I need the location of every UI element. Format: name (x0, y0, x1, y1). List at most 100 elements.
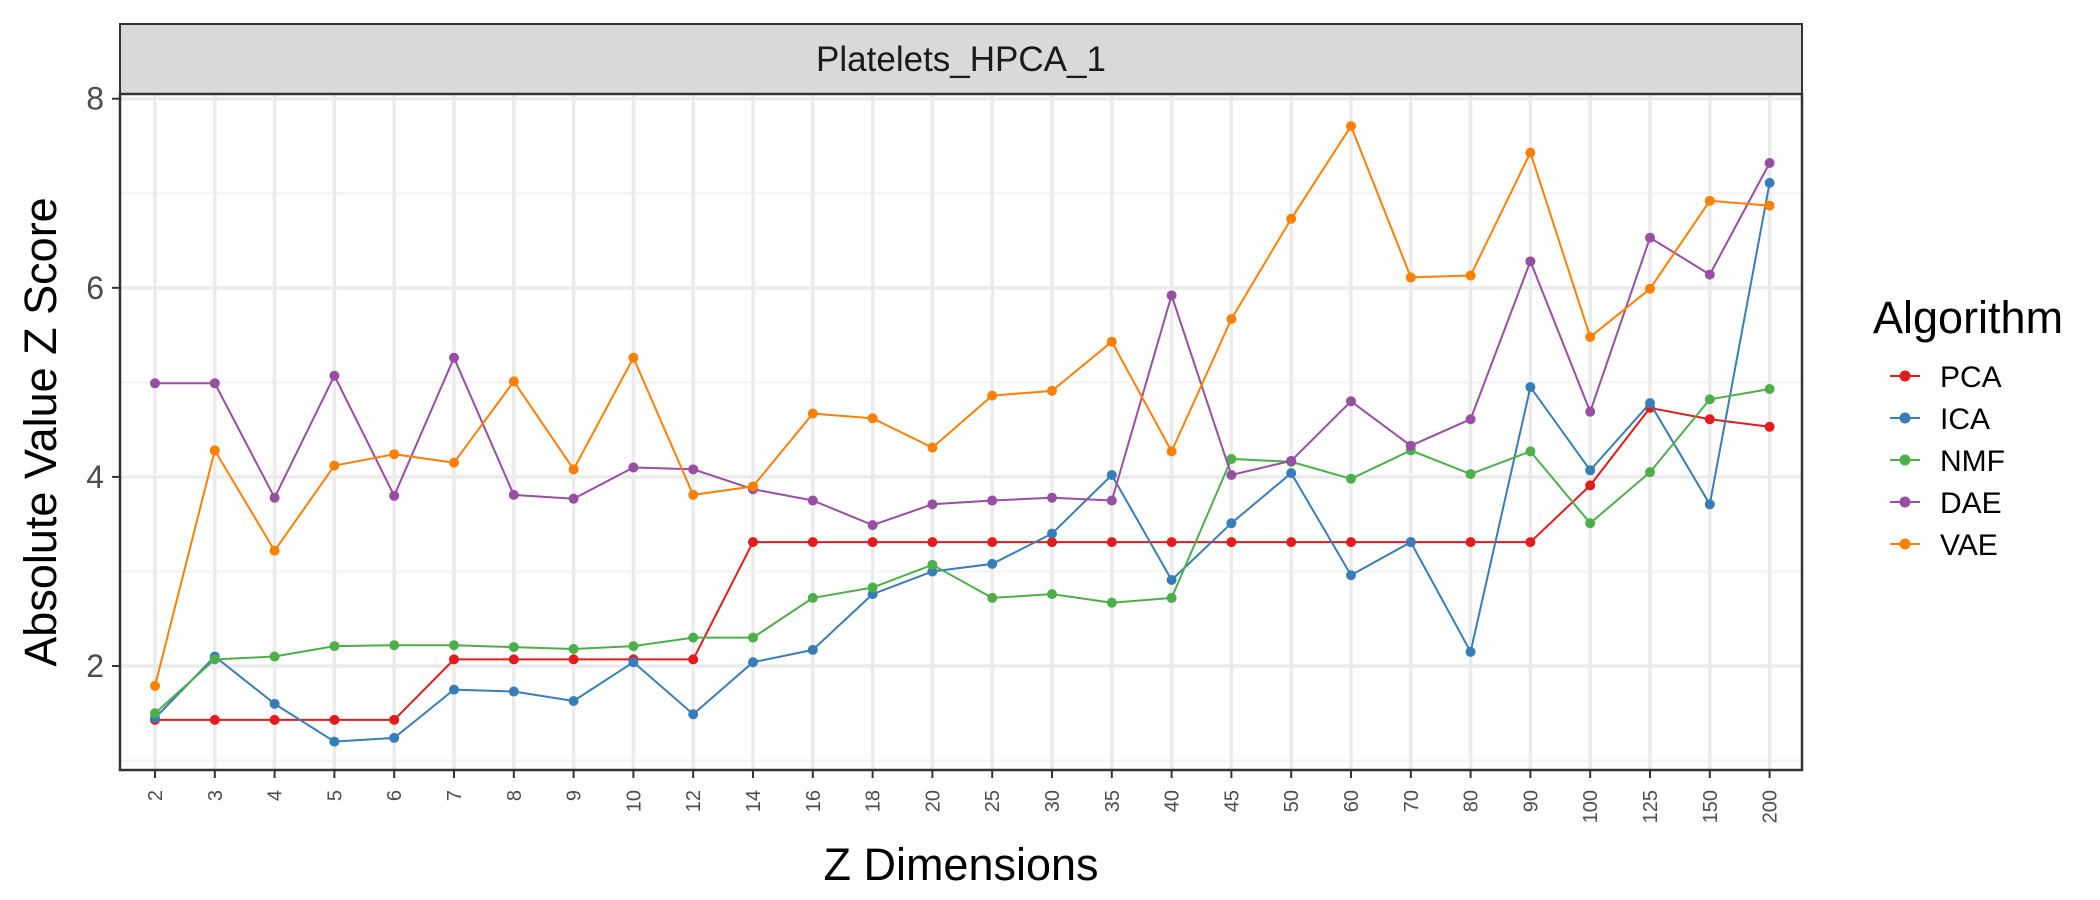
point-dae-12 (688, 464, 699, 475)
point-pca-45 (1226, 537, 1237, 548)
point-ica-10 (628, 657, 639, 668)
point-pca-8 (508, 654, 519, 665)
point-dae-50 (1286, 455, 1297, 466)
y-tick-label-4: 4 (86, 459, 104, 495)
legend-item-nmf: NMF (1890, 445, 2005, 478)
point-pca-100 (1585, 480, 1596, 491)
point-ica-8 (508, 686, 519, 697)
point-vae-18 (867, 413, 878, 424)
plot-border (118, 92, 1804, 772)
point-vae-12 (688, 489, 699, 500)
legend-item-vae: VAE (1890, 529, 1998, 562)
point-ica-6 (389, 732, 400, 743)
x-tick-label-16: 16 (803, 790, 825, 812)
x-tick-label-90: 90 (1520, 790, 1542, 812)
point-ica-4 (269, 698, 280, 709)
legend-label-vae: VAE (1940, 529, 1998, 562)
point-dae-6 (389, 490, 400, 501)
legend-label-nmf: NMF (1940, 445, 2005, 478)
y-axis-title: Absolute Value Z Score (15, 197, 66, 666)
point-nmf-25 (987, 592, 998, 603)
series-dae (150, 158, 1775, 531)
point-dae-90 (1525, 256, 1536, 267)
x-tick-label-70: 70 (1401, 790, 1423, 812)
legend-key-dot-vae (1899, 538, 1911, 550)
point-ica-40 (1166, 574, 1177, 585)
point-vae-40 (1166, 446, 1177, 457)
point-nmf-3 (209, 654, 220, 665)
point-dae-16 (807, 495, 818, 506)
point-vae-9 (568, 464, 579, 475)
point-dae-35 (1106, 495, 1117, 506)
x-tick-label-150: 150 (1700, 790, 1722, 823)
y-axis: 2 4 6 8 (86, 81, 120, 684)
plot-panel (120, 94, 1802, 770)
point-nmf-9 (568, 643, 579, 654)
x-tick-label-8: 8 (504, 790, 526, 801)
x-tick-label-125: 125 (1640, 790, 1662, 823)
point-dae-8 (508, 489, 519, 500)
point-dae-100 (1585, 406, 1596, 417)
point-pca-200 (1764, 421, 1775, 432)
x-tick-label-40: 40 (1162, 790, 1184, 812)
series-line-ica (154, 182, 1771, 743)
series-line-nmf (154, 388, 1770, 715)
point-ica-150 (1704, 499, 1715, 510)
point-pca-20 (927, 537, 938, 548)
point-vae-45 (1226, 314, 1237, 325)
point-dae-40 (1166, 290, 1177, 301)
legend-item-ica: ICA (1890, 403, 1990, 436)
point-vae-5 (329, 460, 340, 471)
point-ica-16 (807, 644, 818, 655)
point-ica-60 (1346, 570, 1356, 581)
x-tick-label-3: 3 (205, 790, 227, 801)
point-nmf-150 (1704, 394, 1715, 405)
facet-strip (119, 23, 1803, 95)
y-tick-label-6: 6 (86, 270, 104, 306)
point-nmf-4 (269, 651, 280, 662)
x-tick-label-5: 5 (324, 790, 346, 801)
point-pca-80 (1465, 537, 1476, 548)
x-tick-label-12: 12 (683, 790, 705, 812)
point-dae-18 (867, 520, 878, 531)
point-dae-5 (329, 370, 340, 381)
point-pca-60 (1346, 537, 1356, 548)
x-axis-title: Z Dimensions (823, 839, 1098, 890)
series-line-vae (154, 123, 1770, 687)
point-dae-45 (1226, 470, 1237, 481)
x-tick-label-50: 50 (1281, 790, 1303, 812)
point-pca-30 (1047, 537, 1057, 548)
point-vae-8 (508, 376, 519, 387)
point-nmf-20 (927, 559, 938, 570)
point-nmf-90 (1525, 446, 1536, 457)
point-vae-90 (1525, 147, 1536, 158)
x-tick-label-20: 20 (922, 790, 944, 812)
grid-minor (120, 192, 1802, 762)
legend-key-dot-nmf (1899, 454, 1911, 466)
point-nmf-6 (389, 640, 400, 651)
legend-key-dot-dae (1899, 496, 1911, 508)
point-nmf-30 (1047, 589, 1057, 600)
x-tick-label-18: 18 (863, 790, 885, 812)
point-nmf-5 (329, 641, 340, 652)
point-vae-30 (1047, 385, 1057, 396)
point-pca-90 (1525, 537, 1536, 548)
point-vae-6 (389, 449, 400, 460)
point-ica-90 (1525, 382, 1536, 393)
point-vae-60 (1346, 121, 1356, 132)
point-vae-25 (987, 390, 998, 401)
x-axis: 2 3 4 5 6 7 8 9 10 12 14 16 18 20 25 30 35 40 45 50 60 70 80 90… (145, 770, 1782, 823)
point-vae-125 (1645, 283, 1655, 294)
point-ica-30 (1047, 528, 1057, 539)
series-ica (150, 177, 1775, 747)
point-ica-70 (1405, 537, 1416, 548)
point-dae-150 (1704, 269, 1715, 280)
point-dae-60 (1346, 396, 1356, 407)
point-vae-2 (150, 680, 160, 691)
series-layer (150, 121, 1775, 747)
point-pca-6 (389, 714, 400, 725)
point-pca-4 (269, 714, 280, 725)
point-nmf-100 (1585, 518, 1596, 529)
point-ica-50 (1286, 468, 1297, 479)
